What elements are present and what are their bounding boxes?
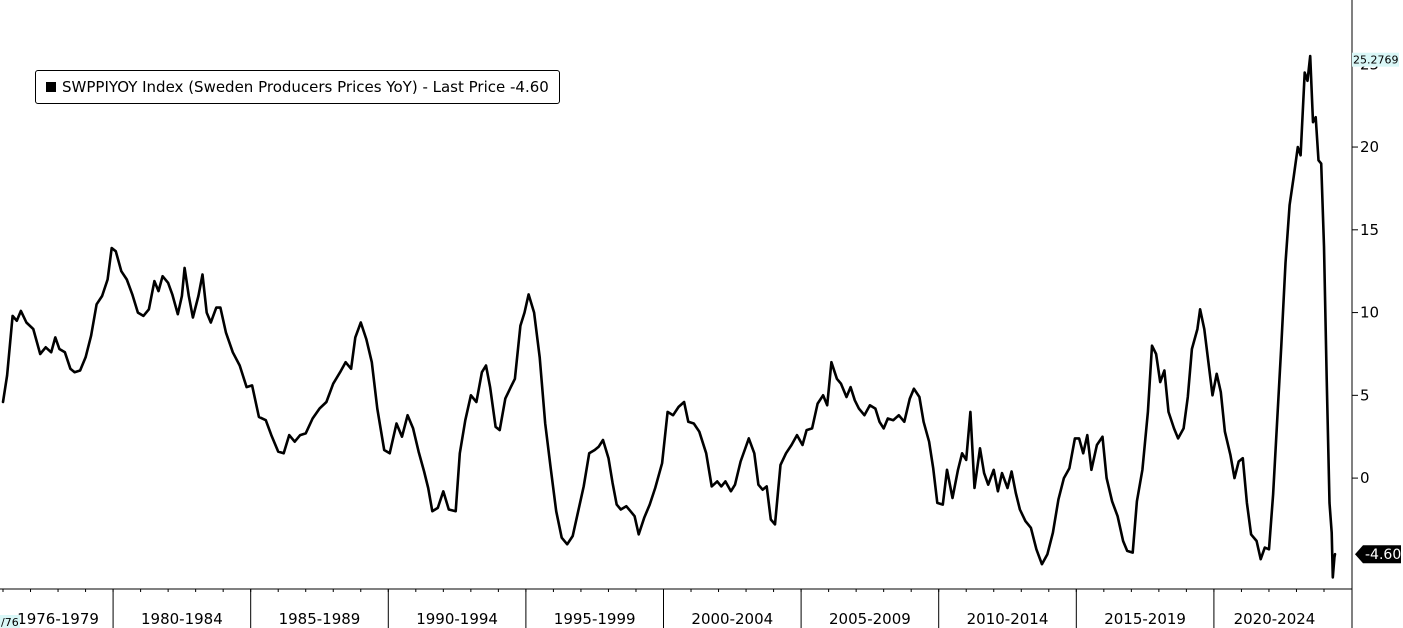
x-period-label: 1995-1999	[554, 610, 636, 628]
y-tick-label: 20	[1360, 138, 1379, 156]
x-period-label: 2015-2019	[1104, 610, 1186, 628]
x-period-label: 1990-1994	[416, 610, 498, 628]
x-period-label: 2005-2009	[829, 610, 911, 628]
max-value-tag: 25.2769	[1353, 54, 1399, 67]
y-tick-label: 15	[1360, 221, 1379, 239]
x-period-label: 1976-1979	[17, 610, 99, 628]
y-axis-ticks: 0510152025	[1352, 55, 1379, 487]
start-tag: /76	[1, 616, 19, 628]
x-period-label: 2010-2014	[967, 610, 1049, 628]
x-period-label: 2000-2004	[691, 610, 773, 628]
legend: SWPPIYOY Index (Sweden Producers Prices …	[35, 70, 560, 104]
max-value-tag-bg	[1352, 52, 1399, 67]
x-axis-periods: 1976-1979 1980-1984 1985-1989 1990-1994 1995…	[2, 589, 1325, 628]
series-group	[1, 54, 1337, 579]
last-value-tag-bg	[1355, 545, 1401, 564]
axes	[0, 0, 1353, 628]
last-value-tag: -4.60	[1365, 547, 1401, 563]
x-period-label: 1980-1984	[141, 610, 223, 628]
x-period-label: 2020-2024	[1234, 610, 1316, 628]
x-period-label: 1985-1989	[279, 610, 361, 628]
legend-swatch	[46, 82, 56, 92]
axis-value-tags: 25.2769 -4.60/76	[0, 52, 1401, 628]
y-tick-label: 5	[1360, 386, 1370, 404]
legend-text: SWPPIYOY Index (Sweden Producers Prices …	[62, 78, 549, 96]
series-line	[1, 54, 1337, 579]
y-tick-label: 0	[1360, 469, 1370, 487]
start-tag-bg	[0, 615, 20, 628]
y-tick-label: 10	[1360, 304, 1379, 322]
